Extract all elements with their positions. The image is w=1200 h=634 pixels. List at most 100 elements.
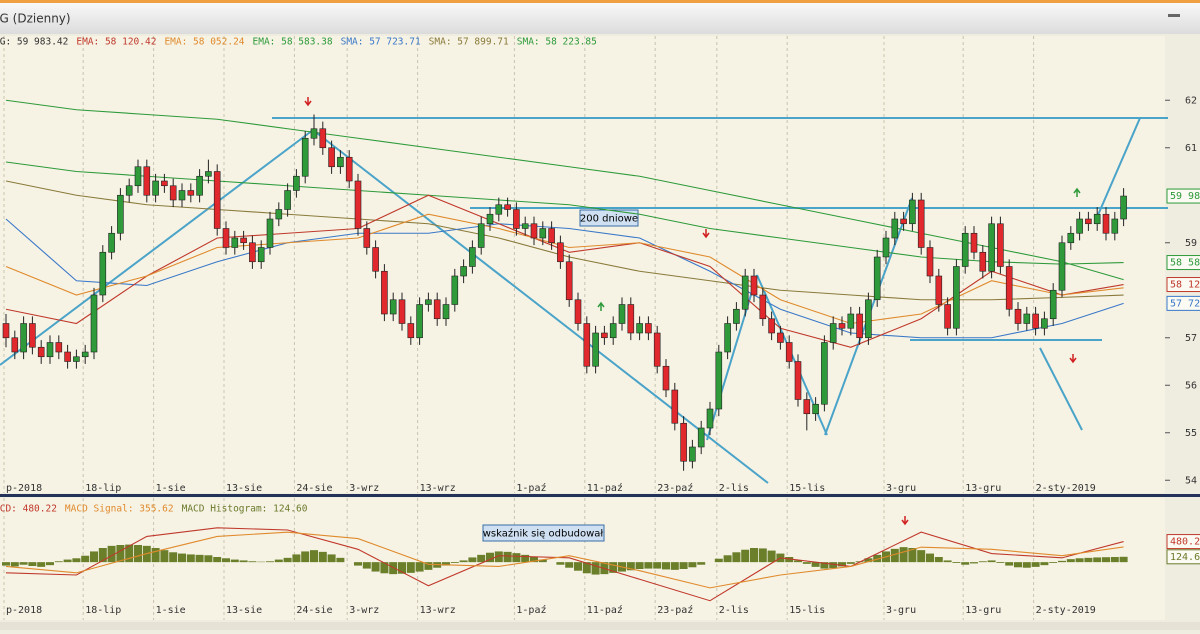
macd-histogram-bar bbox=[636, 562, 644, 569]
x-tick-label: 24-sie bbox=[296, 483, 332, 494]
macd-histogram-bar bbox=[372, 562, 380, 571]
macd-histogram-bar bbox=[653, 562, 661, 568]
candle-body bbox=[997, 224, 1003, 267]
macd-histogram-bar bbox=[1005, 562, 1013, 565]
candle-body bbox=[619, 305, 625, 324]
macd-histogram-bar bbox=[644, 562, 652, 568]
macd-histogram-bar bbox=[952, 562, 960, 563]
x-tick-label: 24-sie bbox=[296, 605, 332, 616]
macd-histogram-bar bbox=[213, 557, 221, 562]
value-box-label: 59 98 bbox=[1170, 191, 1200, 202]
candle-body bbox=[857, 314, 863, 338]
macd-histogram-bar bbox=[592, 562, 600, 574]
candle-body bbox=[1094, 214, 1100, 224]
macd-histogram-bar bbox=[292, 554, 300, 562]
candle-body bbox=[628, 305, 634, 334]
y-tick-label: 55 bbox=[1185, 428, 1197, 439]
candle-body bbox=[337, 157, 343, 167]
macd-histogram-bar bbox=[46, 562, 54, 565]
candle-body bbox=[654, 333, 660, 366]
candle-body bbox=[425, 300, 431, 305]
macd-histogram-bar bbox=[935, 557, 943, 562]
candle-body bbox=[953, 267, 959, 329]
candle-body bbox=[1050, 290, 1056, 319]
x-tick-label: 1-sie bbox=[156, 605, 186, 616]
macd-histogram-bar bbox=[20, 562, 28, 565]
candle-body bbox=[1085, 219, 1091, 224]
candle-body bbox=[557, 243, 563, 262]
candle-body bbox=[672, 390, 678, 423]
macd-histogram-bar bbox=[28, 562, 36, 566]
indicator-value: MACD Histogram: 124.60 bbox=[182, 504, 308, 515]
x-tick-label: 15-lis bbox=[789, 605, 825, 616]
macd-histogram-bar bbox=[284, 558, 292, 562]
candle-body bbox=[276, 210, 282, 220]
candle-body bbox=[135, 167, 141, 186]
candle-body bbox=[513, 210, 519, 229]
indicator-value: EMA: 58 052.24 bbox=[164, 37, 244, 48]
candle-body bbox=[645, 324, 651, 334]
candle-body bbox=[346, 157, 352, 181]
candle-body bbox=[663, 366, 669, 390]
macd-histogram-bar bbox=[187, 554, 195, 562]
scroll-bar bbox=[0, 622, 1200, 630]
macd-histogram-bar bbox=[1032, 562, 1040, 567]
macd-histogram-bar bbox=[336, 558, 344, 562]
macd-histogram-bar bbox=[451, 562, 459, 563]
x-tick-label: 11-paź bbox=[587, 604, 623, 616]
macd-histogram-bar bbox=[1076, 558, 1084, 562]
macd-histogram-bar bbox=[680, 562, 688, 569]
indicator-value: SMA: 58 223.85 bbox=[517, 37, 597, 48]
indicator-value: MACD Signal: 355.62 bbox=[65, 504, 174, 515]
macd-histogram-bar bbox=[231, 560, 239, 563]
macd-histogram-bar bbox=[1014, 562, 1022, 567]
candle-body bbox=[1059, 243, 1065, 291]
indicator-value: EMA: 58 120.42 bbox=[76, 37, 156, 48]
candle-body bbox=[689, 447, 695, 461]
candle-body bbox=[452, 276, 458, 305]
macd-histogram-bar bbox=[565, 562, 573, 568]
macd-histogram-bar bbox=[662, 562, 670, 569]
macd-histogram-bar bbox=[169, 552, 177, 562]
candle-body bbox=[38, 347, 44, 357]
candle-body bbox=[381, 271, 387, 314]
candle-body bbox=[170, 186, 176, 200]
x-tick-label: 15-lis bbox=[789, 483, 825, 494]
candle-body bbox=[355, 181, 361, 229]
title-accent bbox=[0, 0, 1200, 3]
candle-body bbox=[82, 352, 88, 357]
minimize-button[interactable] bbox=[1168, 14, 1180, 17]
candle-body bbox=[531, 224, 537, 238]
x-tick-label: 18-lip bbox=[85, 605, 121, 616]
x-tick-label: 2-sty-2019 bbox=[1036, 483, 1096, 494]
x-tick-label: p-2018 bbox=[6, 483, 42, 494]
candle-body bbox=[962, 233, 968, 266]
candle-body bbox=[1112, 219, 1118, 233]
candle-body bbox=[769, 319, 775, 333]
macd-histogram-bar bbox=[574, 562, 582, 571]
candle-body bbox=[522, 224, 528, 229]
annotation: wskaźnik się odbudował bbox=[483, 528, 604, 540]
macd-histogram-bar bbox=[55, 561, 63, 562]
macd-histogram-bar bbox=[715, 559, 723, 562]
candle-body bbox=[91, 295, 97, 352]
candle-body bbox=[109, 233, 115, 252]
macd-histogram-bar bbox=[72, 558, 80, 562]
candle-body bbox=[153, 181, 159, 195]
candle-body bbox=[188, 191, 194, 196]
candle-body bbox=[399, 300, 405, 324]
candle-body bbox=[1041, 319, 1047, 329]
x-tick-label: 23-paź bbox=[657, 604, 693, 616]
macd-histogram-bar bbox=[407, 562, 415, 573]
macd-histogram-bar bbox=[847, 562, 855, 564]
candle-body bbox=[1068, 233, 1074, 243]
x-tick-label: 3-wrz bbox=[349, 483, 379, 494]
candle-body bbox=[47, 343, 53, 357]
candle-body bbox=[373, 248, 379, 272]
macd-histogram-bar bbox=[926, 554, 934, 563]
candle-body bbox=[786, 343, 792, 362]
candle-body bbox=[364, 229, 370, 248]
macd-histogram-bar bbox=[64, 560, 72, 563]
macd-histogram-bar bbox=[160, 550, 168, 562]
